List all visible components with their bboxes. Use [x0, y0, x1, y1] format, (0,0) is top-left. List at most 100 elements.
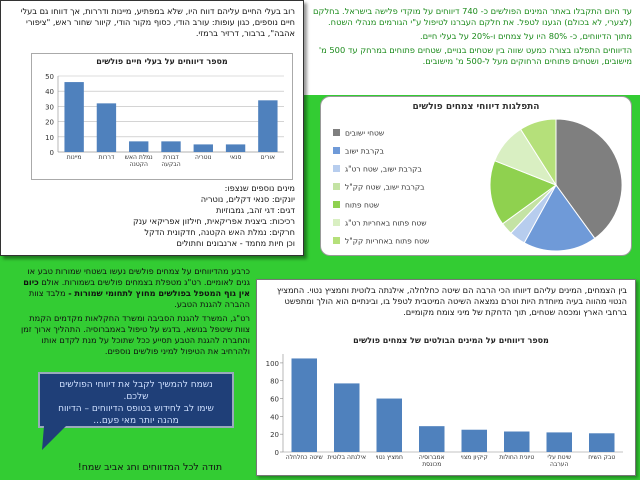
bar: [376, 398, 402, 452]
y-tick-label: 0: [275, 449, 279, 457]
legend-swatch: [333, 237, 340, 244]
x-tick-label-box: שיטת עלי הערבה: [547, 454, 572, 468]
pie-slice: [519, 118, 557, 187]
x-tick-label-box: דררות: [98, 154, 115, 161]
pie-chart: התפלגות דיווחי צמחים פולשים שטחי ישובים ב…: [333, 102, 623, 252]
intro-text: הדיווחים התפלגו בצורה כמעט שווה בין שטחי…: [318, 45, 632, 66]
reserves-text: כרבע מהדיווחים על צמחים פולשים נעשו בשטח…: [18, 266, 250, 360]
legend-label: שטחי ישובים: [345, 129, 384, 138]
x-tick-label: דבורת הבקעה: [161, 154, 181, 168]
intro-text: מתוך הדיווחים, כ- 80% היו על צמחים ו-20%…: [419, 31, 632, 41]
list-item: דגים: דגי זהב, גמבוזיות: [215, 205, 295, 215]
legend-label: שטח פתוח באחריות רט"ג: [345, 219, 427, 228]
x-tick-label-box: מיינות: [66, 154, 82, 161]
bold-text: כיום אין גוף המטפל בפולשים מחוץ לתחומי ש…: [23, 277, 250, 298]
x-tick-label: נמלת האש הקטנה: [124, 154, 153, 168]
y-tick-label: 30: [45, 103, 54, 111]
animals-panel: רוב בעלי החיים עליהם דווח היו, שלא במפתי…: [0, 0, 304, 256]
y-tick-label: 60: [270, 396, 279, 404]
bar: [546, 432, 572, 452]
bar: [291, 358, 317, 452]
chart-title: מספר דיווחים על המינים הבולטים של צמחים …: [353, 336, 549, 345]
animals-text: רוב בעלי החיים עליהם דווח היו, שלא במפתי…: [20, 6, 295, 38]
legend-label: שטח פתוח באחריות קק"ל: [345, 237, 429, 246]
list-item: מינים נוספים שנצפו:: [224, 183, 295, 193]
x-tick-label: אורים: [260, 154, 276, 161]
x-tick-label-box: דבורת הבקעה: [161, 154, 181, 168]
bar: [504, 431, 530, 452]
x-tick-label: טיונית החולות: [499, 454, 535, 461]
callout-line: נשמח להמשיך לקבל את דיווחי הפולשים שלכם.: [59, 380, 213, 402]
x-tick-label: שיטה כחלחלה: [285, 454, 323, 461]
bar: [129, 141, 149, 152]
x-tick-label: קיקיון מצוי: [460, 454, 488, 461]
x-tick-label: טבק השיח: [588, 454, 616, 461]
x-tick-label: חמציץ נטוי: [375, 454, 403, 461]
x-tick-label-box: חמציץ נטוי: [375, 454, 403, 461]
y-tick-label: 100: [266, 360, 279, 368]
bar: [193, 144, 213, 152]
x-tick-label: דררות: [98, 154, 115, 161]
y-tick-label: 20: [270, 431, 279, 439]
x-tick-label: סנאי: [229, 154, 242, 161]
bar: [161, 141, 181, 152]
pie-title: התפלגות דיווחי צמחים פולשים: [413, 102, 540, 112]
y-tick-label: 80: [270, 378, 279, 386]
x-tick-label: שיטת עלי הערבה: [547, 454, 572, 468]
legend-label: בקרבת ישוב, שטח רט"ג: [345, 165, 422, 174]
pie-slice: [555, 118, 623, 240]
x-tick-label-box: נמלת האש הקטנה: [124, 154, 153, 168]
legend-label: בקרבת ישוב: [345, 147, 385, 156]
x-tick-label-box: סנאי: [229, 154, 242, 161]
y-tick-label: 0: [50, 149, 54, 157]
footer: תודה לכל המדווחים וחג אביב שמח!: [77, 462, 223, 473]
y-tick-label: 50: [45, 73, 54, 81]
x-tick-label-box: קיקיון מצוי: [460, 454, 488, 461]
pie-panel: התפלגות דיווחי צמחים פולשים שטחי ישובים ב…: [320, 96, 632, 256]
legend-swatch: [333, 201, 340, 208]
reserves-paragraph: כרבע מהדיווחים על צמחים פולשים נעשו בשטח…: [18, 266, 250, 310]
bar: [64, 82, 84, 152]
x-tick-label: מיינות: [66, 154, 82, 161]
bar: [334, 383, 360, 452]
bar: [461, 429, 487, 452]
y-tick-label: 40: [45, 88, 54, 96]
y-tick-label: 40: [270, 413, 279, 421]
legend-label: שטח פתוח: [345, 201, 379, 210]
x-tick-label-box: שיטה כחלחלה: [285, 454, 323, 461]
legend-label: בקרבת ישוב, שטח קק"ל: [345, 183, 425, 192]
reserves-paragraph: רט"ג, המשרד להגנת הסביבה ומשרד החקלאות מ…: [20, 313, 250, 356]
pie-slice: [523, 184, 596, 252]
species-list: מינים נוספים שנצפו: יונקים: סנאי דקלים, …: [133, 183, 295, 249]
callout-line: שימו לב לחידוש בטופס הדיווחים – הדיווח מ…: [58, 404, 214, 426]
text: כרבע מהדיווחים על צמחים פולשים נעשו בשטח…: [27, 266, 250, 287]
legend-swatch: [333, 219, 340, 226]
pie-slice: [489, 160, 558, 225]
plants-panel: בין הצמחים, המינים עליהם דיווחו הכי הרבה…: [256, 279, 636, 476]
bar: [96, 103, 117, 152]
list-item: רכיכות: ביצנית אפריקאית, חילזון אפריקאי …: [132, 216, 295, 226]
bar: [258, 100, 278, 152]
bar: [225, 144, 246, 152]
plants-chart: מספר דיווחים על המינים הבולטים של צמחים …: [266, 336, 623, 468]
x-tick-label-box: אילנתה בלוטית: [327, 454, 367, 461]
text: מלבד צוות ההברה להגנת הטבע.: [28, 288, 250, 309]
list-item: וכן חיות מחמד - ארנבונים וחתולים: [176, 238, 295, 248]
x-tick-label-box: נוטריה: [195, 154, 212, 161]
x-tick-label-box: אמברוסיה מכונסת: [418, 454, 445, 468]
bar: [419, 426, 445, 452]
list-item: יונקים: סנאי דקלים, נוטריה: [200, 194, 295, 204]
x-tick-label: אילנתה בלוטית: [327, 454, 367, 461]
chart-title: מספר דיווחים על בעלי חיים פולשים: [96, 57, 228, 66]
x-tick-label-box: טיונית החולות: [499, 454, 535, 461]
x-tick-label: אמברוסיה מכונסת: [418, 454, 445, 468]
list-item: חרקים: נמלת האש הקטנה, חדקונית הדקל: [144, 227, 295, 237]
legend-swatch: [333, 129, 340, 136]
callout: נשמח להמשיך לקבל את דיווחי הפולשים שלכם.…: [38, 372, 234, 428]
callout-tail: [42, 426, 66, 450]
plants-text: בין הצמחים, המינים עליהם דיווחו הכי הרבה…: [276, 285, 627, 317]
animals-chart: מספר דיווחים על בעלי חיים פולשים 0 10 20 30…: [31, 53, 293, 180]
x-tick-label-box: טבק השיח: [588, 454, 616, 461]
bar: [589, 433, 615, 452]
